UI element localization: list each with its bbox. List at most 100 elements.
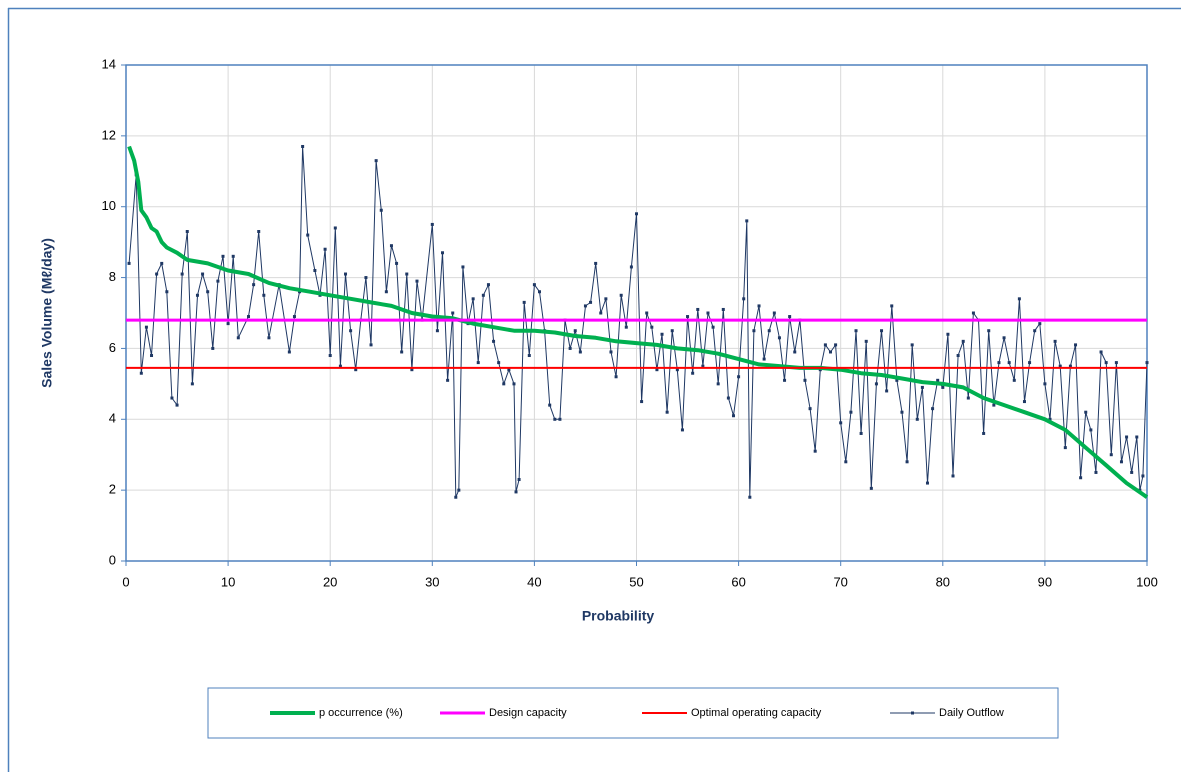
point-marker (150, 354, 154, 358)
y-axis-title: Sales Volume (Mℓ/day) (39, 238, 55, 388)
x-tick-label: 80 (936, 574, 950, 589)
point-marker (890, 304, 894, 308)
point-marker (629, 265, 633, 269)
y-tick-label: 14 (102, 56, 116, 71)
point-marker (731, 414, 735, 418)
point-marker (553, 417, 557, 421)
point-marker (609, 350, 613, 354)
plot-frame (125, 64, 1148, 562)
x-tick-label: 70 (833, 574, 847, 589)
point-marker (1058, 364, 1062, 368)
series-line (128, 146, 1148, 498)
point-marker (885, 389, 889, 393)
point-marker (333, 226, 337, 230)
point-marker (497, 361, 501, 365)
point-marker (476, 361, 480, 365)
point-marker (175, 403, 179, 407)
point-marker (486, 283, 490, 287)
point-marker (915, 417, 919, 421)
point-marker (645, 311, 649, 315)
point-marker (624, 325, 628, 329)
point-marker (925, 481, 929, 485)
point-marker (144, 325, 148, 329)
point-marker (1141, 474, 1145, 478)
point-marker (514, 490, 518, 494)
point-marker (507, 368, 511, 372)
point-marker (742, 297, 746, 301)
point-marker (589, 300, 593, 304)
point-marker (1053, 339, 1057, 343)
point-marker (905, 460, 909, 464)
x-tick-label: 90 (1038, 574, 1052, 589)
point-marker (839, 421, 843, 425)
point-marker (558, 417, 562, 421)
point-marker (716, 382, 720, 386)
point-marker (849, 410, 853, 414)
point-marker (997, 361, 1001, 365)
point-marker (748, 495, 752, 499)
point-marker (435, 329, 439, 333)
point-marker (1104, 361, 1108, 365)
series-line (127, 145, 1149, 499)
point-marker (691, 371, 695, 375)
point-marker (262, 293, 266, 297)
point-marker (1109, 453, 1113, 457)
point-marker (726, 396, 730, 400)
point-marker (349, 329, 353, 333)
point-marker (982, 431, 986, 435)
point-marker (1007, 361, 1011, 365)
point-marker (895, 378, 899, 382)
point-marker (1002, 336, 1006, 340)
point-marker (767, 329, 771, 333)
point-marker (527, 354, 531, 358)
point-marker (869, 486, 873, 490)
point-marker (1033, 329, 1037, 333)
point-marker (920, 385, 924, 389)
point-marker (206, 290, 210, 294)
point-marker (583, 304, 587, 308)
point-marker (1094, 470, 1098, 474)
point-marker (1079, 476, 1083, 480)
point-marker (844, 460, 848, 464)
point-marker (619, 293, 623, 297)
point-marker (752, 329, 756, 333)
point-marker (522, 300, 526, 304)
point-marker (655, 368, 659, 372)
point-marker (548, 403, 552, 407)
x-tick-label: 50 (629, 574, 643, 589)
y-tick-label: 8 (109, 269, 116, 284)
point-marker (1063, 446, 1067, 450)
point-marker (1119, 460, 1123, 464)
point-marker (941, 385, 945, 389)
point-marker (854, 329, 858, 333)
point-marker (650, 325, 654, 329)
point-marker (777, 336, 781, 340)
point-marker (454, 495, 458, 499)
point-marker (640, 400, 644, 404)
point-marker (803, 378, 807, 382)
point-marker (910, 343, 914, 347)
point-marker (287, 350, 291, 354)
point-marker (517, 478, 521, 482)
point-marker (247, 315, 251, 319)
point-marker (946, 332, 950, 336)
point-marker (1089, 428, 1093, 432)
point-marker (461, 265, 465, 269)
point-marker (374, 159, 378, 163)
point-marker (578, 350, 582, 354)
point-marker (1084, 410, 1088, 414)
legend-label: Daily Outflow (939, 707, 1004, 719)
point-marker (573, 329, 577, 333)
point-marker (211, 346, 215, 350)
point-marker (1135, 435, 1139, 439)
point-marker (201, 272, 205, 276)
point-marker (441, 251, 445, 255)
point-marker (532, 283, 536, 287)
x-tick-label: 100 (1136, 574, 1158, 589)
point-marker (236, 336, 240, 340)
point-marker (706, 311, 710, 315)
point-marker (185, 230, 189, 234)
point-marker (379, 208, 383, 212)
point-marker (364, 276, 368, 280)
point-marker (267, 336, 271, 340)
